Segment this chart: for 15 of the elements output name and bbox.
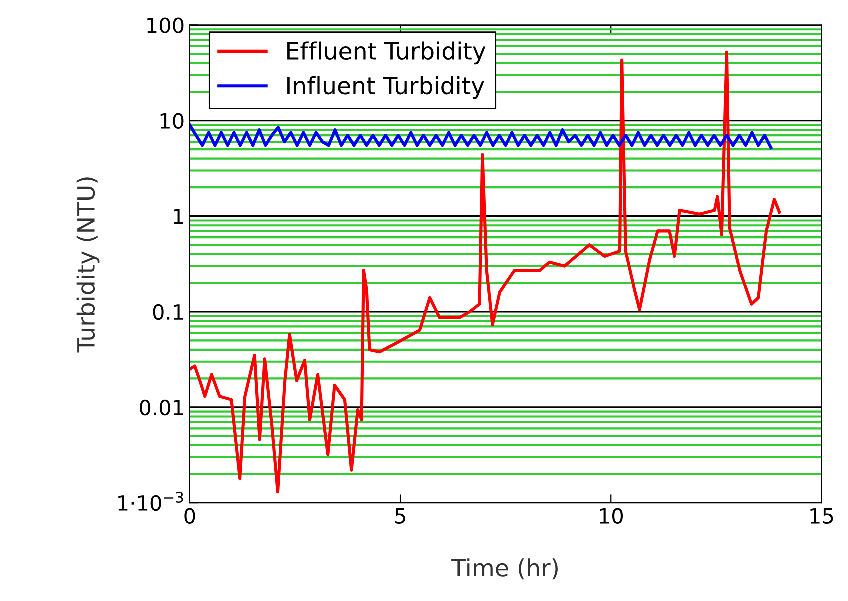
y-tick-label: 1 (174, 209, 184, 224)
y-tick-label: 10 (160, 113, 184, 130)
y-axis-title: Turbidity (NTU) (76, 178, 100, 353)
x-tick-label: 15 (810, 508, 834, 524)
line-series (190, 124, 773, 150)
y-tick-label: 0.01 (140, 400, 184, 416)
y-tick-label: 0.1 (153, 304, 184, 320)
y-tick-label: 1·10$^{−3}$ (118, 492, 184, 512)
x-axis-title: Time (hr) (452, 558, 558, 580)
legend-label: Influent Turbidity (288, 76, 484, 100)
x-tick-label: 0 (184, 508, 196, 524)
x-tick-label: 10 (600, 508, 623, 524)
legend-label: Effluent Turbidity (288, 42, 486, 65)
x-tick-label: 5 (396, 508, 406, 524)
y-tick-label: 100 (148, 18, 184, 34)
